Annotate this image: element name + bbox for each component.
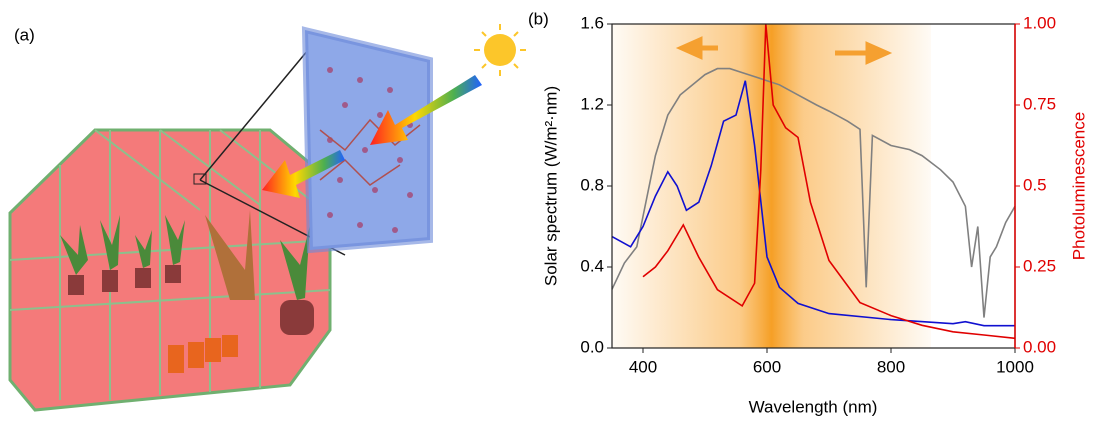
y2-tick-label: 0.25: [1023, 256, 1056, 275]
y-tick-label: 0.4: [580, 256, 604, 275]
y2-tick-label: 0.75: [1023, 94, 1056, 113]
x-tick-label: 800: [877, 357, 905, 376]
y2-tick-label: 1.00: [1023, 13, 1056, 32]
y2-tick-label: 0.5: [1023, 175, 1047, 194]
panel-label: (b): [528, 9, 549, 28]
y-tick-label: 0.8: [580, 175, 604, 194]
y-tick-label: 0.0: [580, 337, 604, 356]
x-tick-label: 600: [753, 357, 781, 376]
panel-label: (a): [14, 25, 35, 44]
y2-axis-label: Photoluminescence: [1069, 112, 1088, 260]
plot: 400 600 800 1000 0.0 0.4 0.8 1.2 1.6 0.00 0.25 0.5 0…: [580, 13, 1056, 376]
y2-tick-label: 0.00: [1023, 337, 1056, 356]
figure: (a) (b) 400 600 800 1000 0.0 0.4 0.8 1.2 1.6 0.00…: [0, 0, 1098, 423]
greenhouse-illustration: [10, 24, 526, 410]
y-tick-label: 1.2: [580, 94, 604, 113]
x-axis-label: Wavelength (nm): [749, 397, 878, 416]
x-tick-label: 400: [629, 357, 657, 376]
x-tick-label: 1000: [996, 357, 1034, 376]
y-axis-label: Solar spectrum (W/m²·nm): [541, 86, 560, 286]
y-tick-label: 1.6: [580, 13, 604, 32]
